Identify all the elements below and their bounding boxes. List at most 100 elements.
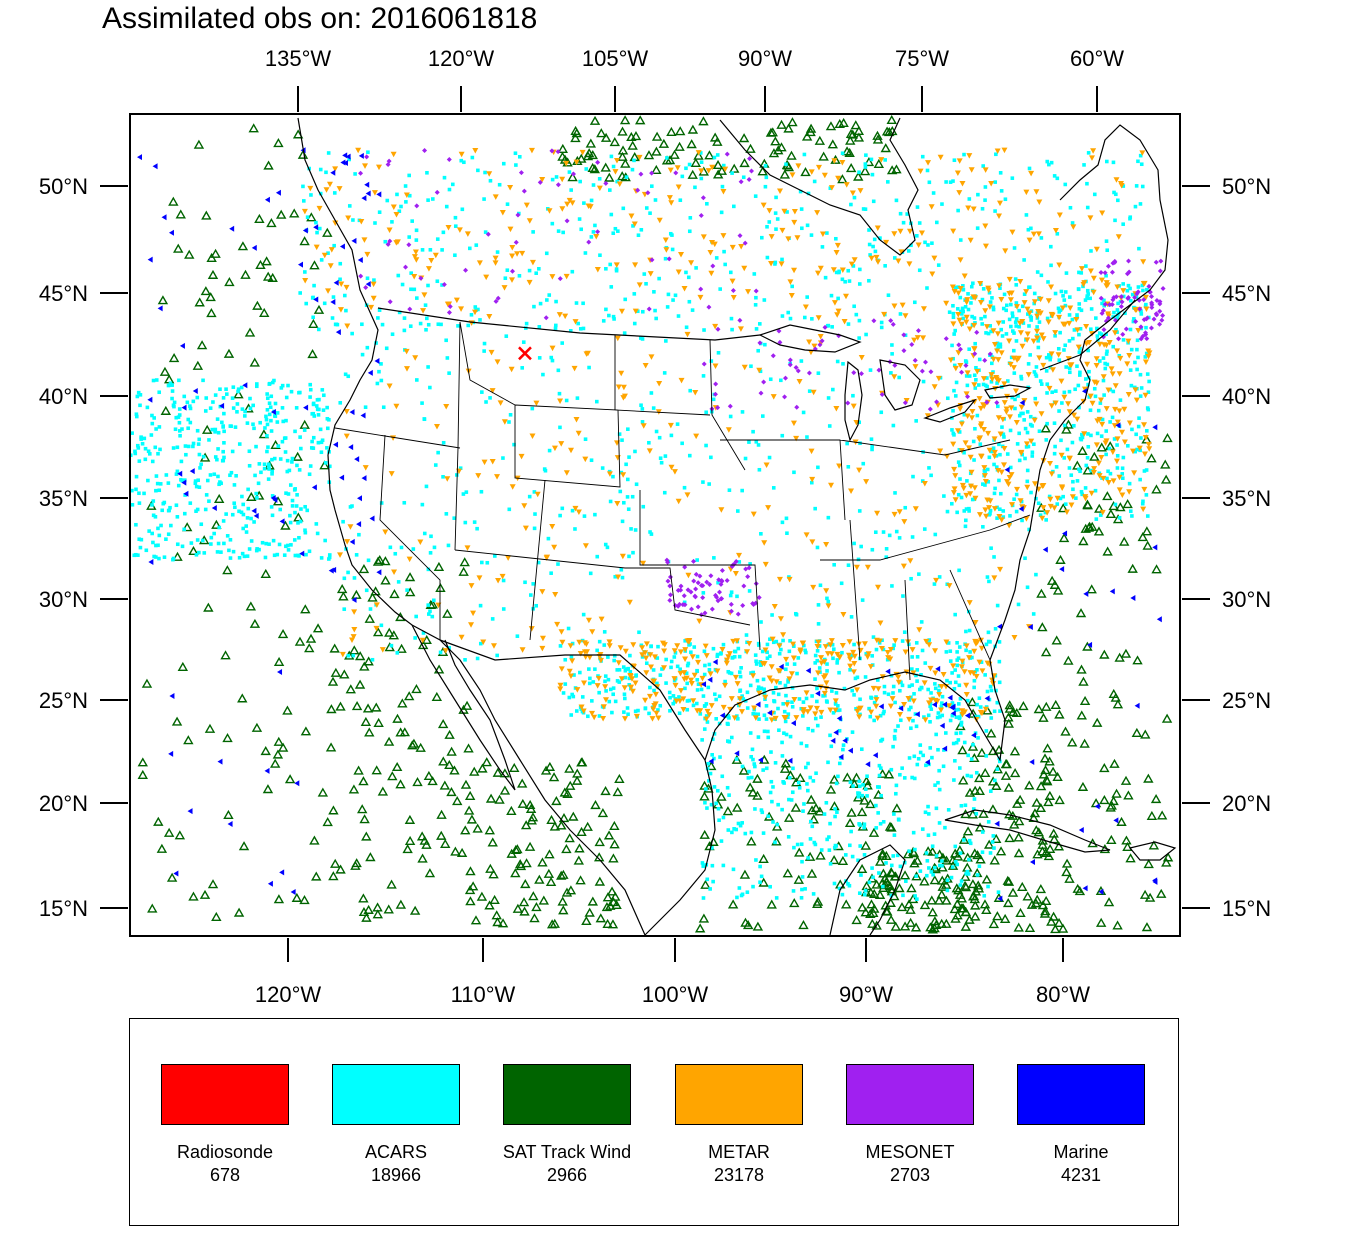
- marine-marker: [342, 152, 348, 159]
- metar-marker: [977, 709, 984, 716]
- acars-marker: [993, 180, 998, 184]
- metar-marker: [723, 657, 730, 664]
- metar-marker: [518, 453, 525, 460]
- metar-marker: [632, 680, 639, 686]
- sat-track-wind-marker: [941, 918, 952, 928]
- sat-track-wind-marker: [856, 863, 868, 874]
- acars-marker: [456, 324, 460, 328]
- acars-marker: [289, 389, 294, 394]
- acars-marker: [815, 686, 819, 691]
- acars-marker: [732, 654, 737, 659]
- acars-marker: [1027, 527, 1031, 532]
- marine-marker: [712, 659, 718, 666]
- acars-marker: [762, 298, 767, 302]
- marine-marker: [708, 758, 714, 765]
- acars-marker: [886, 293, 891, 298]
- metar-marker: [839, 642, 846, 649]
- acars-marker: [554, 175, 559, 179]
- metar-marker: [695, 150, 702, 156]
- sat-track-wind-marker: [846, 807, 857, 817]
- metar-marker: [892, 638, 899, 644]
- acars-marker: [610, 710, 614, 715]
- sat-track-wind-marker: [466, 814, 478, 824]
- acars-marker: [344, 308, 348, 313]
- acars-marker: [184, 452, 188, 457]
- sat-track-wind-marker: [518, 897, 530, 907]
- mesonet-marker: [537, 179, 543, 185]
- sat-track-wind-marker: [1040, 895, 1052, 906]
- acars-marker: [621, 665, 626, 669]
- acars-marker: [247, 463, 252, 468]
- acars-marker: [667, 690, 672, 695]
- acars-marker: [1017, 413, 1022, 418]
- acars-marker: [740, 821, 744, 825]
- metar-marker: [600, 716, 607, 722]
- acars-marker: [347, 204, 352, 208]
- metar-marker: [1116, 474, 1123, 481]
- acars-marker: [706, 761, 710, 766]
- sat-track-wind-marker: [941, 895, 952, 905]
- acars-marker: [237, 555, 242, 560]
- mesonet-marker: [635, 187, 641, 193]
- acars-marker: [1092, 386, 1097, 391]
- acars-marker: [441, 475, 445, 479]
- sat-track-wind-marker: [899, 870, 911, 880]
- metar-marker: [428, 257, 435, 264]
- acars-marker: [858, 697, 862, 702]
- acars-marker: [721, 163, 726, 168]
- sat-track-wind-marker: [600, 132, 612, 142]
- metar-marker: [815, 164, 822, 171]
- sat-track-wind-marker: [328, 805, 339, 815]
- acars-marker: [304, 301, 309, 306]
- metar-marker: [960, 485, 967, 492]
- metar-marker: [951, 486, 958, 492]
- metar-marker: [744, 649, 751, 655]
- metar-marker: [831, 300, 838, 306]
- acars-marker: [991, 307, 996, 312]
- acars-marker: [553, 323, 558, 328]
- acars-marker: [706, 685, 711, 690]
- sat-track-wind-marker: [805, 123, 817, 133]
- sat-track-wind-marker: [492, 917, 503, 927]
- metar-marker: [905, 695, 912, 702]
- acars-marker: [534, 603, 539, 608]
- acars-marker: [317, 397, 321, 402]
- acars-marker: [897, 375, 901, 380]
- acars-marker: [154, 474, 159, 478]
- metar-marker: [403, 366, 410, 372]
- mesonet-marker: [665, 578, 671, 584]
- acars-marker: [435, 279, 440, 284]
- sat-track-wind-marker: [469, 766, 480, 776]
- acars-marker: [567, 695, 572, 700]
- acars-marker: [803, 648, 807, 653]
- acars-marker: [808, 775, 813, 780]
- acars-marker: [962, 838, 966, 842]
- acars-marker: [1113, 218, 1117, 223]
- marine-marker: [842, 737, 848, 744]
- acars-marker: [296, 553, 300, 558]
- mesonet-marker: [724, 151, 730, 157]
- acars-marker: [841, 743, 846, 747]
- acars-marker: [1014, 283, 1019, 287]
- metar-marker: [528, 626, 535, 632]
- acars-marker: [914, 724, 919, 729]
- acars-marker: [483, 170, 487, 175]
- acars-marker: [574, 709, 579, 713]
- mesonet-marker: [741, 583, 747, 589]
- acars-marker: [992, 846, 996, 850]
- acars-marker: [573, 527, 577, 531]
- acars-marker: [1102, 393, 1106, 397]
- acars-marker: [971, 281, 975, 286]
- acars-marker: [944, 180, 948, 184]
- acars-marker: [868, 714, 873, 719]
- acars-marker: [969, 301, 973, 305]
- acars-marker: [977, 383, 981, 387]
- metar-marker: [1087, 393, 1094, 400]
- metar-marker: [688, 681, 695, 687]
- sat-track-wind-marker: [581, 915, 592, 926]
- metar-marker: [821, 690, 828, 697]
- acars-marker: [1019, 411, 1023, 416]
- marine-marker: [169, 692, 175, 699]
- sat-track-wind-marker: [300, 604, 311, 614]
- acars-marker: [513, 151, 518, 156]
